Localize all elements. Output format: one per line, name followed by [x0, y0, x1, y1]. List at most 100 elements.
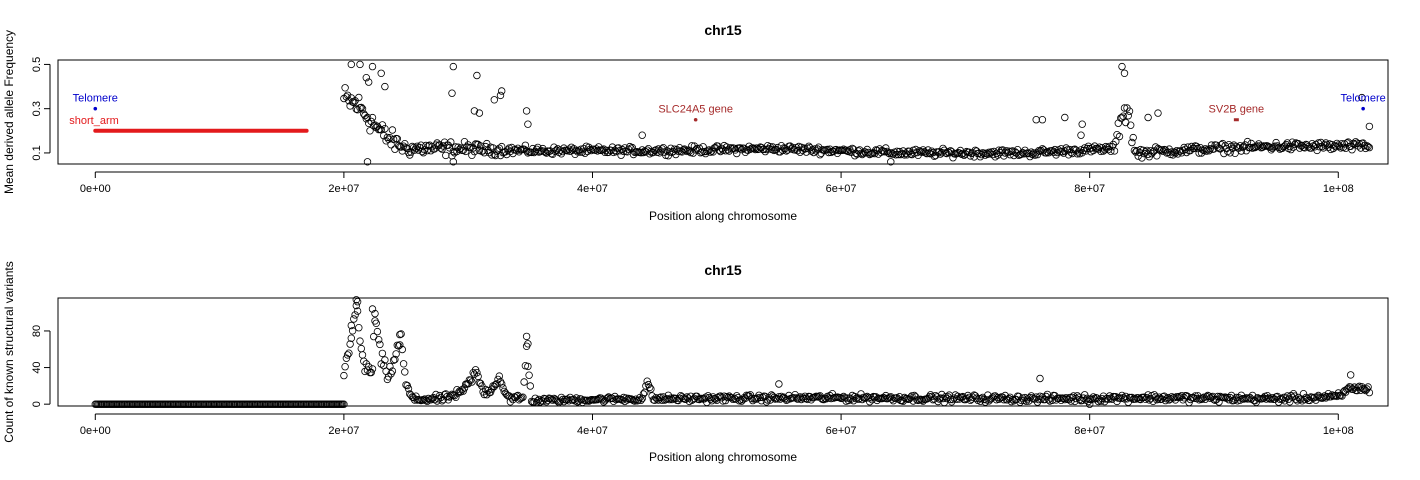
data-point [593, 395, 602, 404]
data-point [782, 396, 791, 404]
data-point [411, 146, 419, 154]
data-point [452, 143, 460, 151]
data-point [476, 142, 485, 150]
telomere-marker [93, 106, 98, 111]
data-point [368, 365, 377, 373]
data-point [675, 143, 684, 152]
data-point [351, 311, 359, 319]
data-point [1069, 392, 1078, 400]
data-point [438, 145, 446, 153]
data-point [343, 351, 352, 359]
data-point [353, 307, 362, 315]
data-point [519, 393, 527, 401]
data-point [490, 96, 498, 104]
data-point [1313, 146, 1321, 155]
data-point [1107, 394, 1115, 402]
data-point [1217, 141, 1226, 149]
x-tick-label: 0e+00 [80, 425, 111, 437]
data-point [449, 62, 457, 71]
x-tick-label: 8e+07 [1074, 183, 1105, 195]
data-point [367, 368, 375, 377]
data-point [521, 141, 530, 149]
data-point [1211, 396, 1219, 404]
data-point [506, 398, 515, 406]
data-point [907, 393, 915, 401]
data-point [637, 396, 645, 404]
data-point [1044, 396, 1053, 404]
data-point [1155, 393, 1163, 401]
y-axis: 0 40 80 [31, 325, 51, 407]
data-point [1364, 383, 1372, 391]
allele-frequency-panel: chr15 short_arm Telomere Telomere SLC24A5 … [2, 22, 1389, 223]
data-point [1315, 142, 1324, 151]
data-point [398, 345, 406, 354]
data-point [828, 390, 837, 398]
data-point [764, 396, 772, 404]
data-point [449, 158, 457, 166]
data-point [910, 391, 919, 400]
data-point [352, 296, 360, 304]
data-point [418, 147, 426, 156]
data-point [525, 371, 533, 379]
data-point [367, 117, 375, 126]
x-tick-label: 6e+07 [826, 183, 857, 195]
data-point [1089, 146, 1098, 155]
data-point [940, 398, 948, 407]
data-point [1180, 143, 1188, 152]
data-point [883, 147, 891, 156]
data-point [658, 396, 666, 404]
data-point [348, 327, 357, 335]
x-tick-label: 1e+08 [1323, 183, 1354, 195]
data-point [560, 144, 568, 152]
data-point [1282, 140, 1290, 149]
data-point [985, 148, 993, 156]
data-point [782, 147, 791, 155]
annotation-label: Telomere [73, 93, 118, 105]
x-axis: 0e+00 2e+07 4e+07 6e+07 8e+07 1e+08 [80, 171, 1354, 195]
data-point [726, 144, 735, 152]
data-point [495, 372, 503, 380]
data-point [356, 337, 364, 345]
data-point [449, 391, 457, 399]
data-point [350, 98, 358, 107]
data-point [1359, 385, 1367, 393]
data-point [706, 148, 715, 156]
data-point [1320, 141, 1329, 149]
data-point [1237, 147, 1245, 155]
data-point [602, 146, 610, 154]
data-point [733, 392, 741, 400]
data-point [402, 381, 410, 389]
data-point [1110, 147, 1119, 155]
data-point [1074, 148, 1083, 156]
data-point [627, 144, 635, 152]
data-point [628, 143, 636, 152]
data-point [1279, 393, 1288, 402]
data-point [995, 395, 1003, 403]
data-point [1003, 148, 1012, 157]
data-point [1307, 144, 1315, 152]
data-point [470, 107, 479, 115]
data-point [825, 148, 833, 157]
data-point [1160, 392, 1168, 400]
data-point [1141, 395, 1150, 403]
x-tick-label: 1e+08 [1323, 425, 1354, 437]
data-point [1227, 391, 1236, 400]
data-point [1062, 144, 1070, 152]
data-point [407, 391, 415, 399]
data-point [341, 84, 349, 92]
y-axis: 0.1 0.3 0.5 [31, 57, 51, 161]
data-point [1032, 149, 1040, 157]
data-point [806, 143, 814, 152]
data-point [1150, 391, 1158, 399]
data-point [848, 144, 856, 153]
data-point [769, 143, 777, 151]
data-point [1153, 396, 1161, 404]
data-point [565, 145, 573, 153]
data-point [393, 135, 401, 143]
data-point [1365, 122, 1374, 131]
data-point [1287, 391, 1295, 400]
data-point [470, 147, 479, 156]
data-point [357, 344, 365, 353]
data-point [581, 149, 589, 157]
